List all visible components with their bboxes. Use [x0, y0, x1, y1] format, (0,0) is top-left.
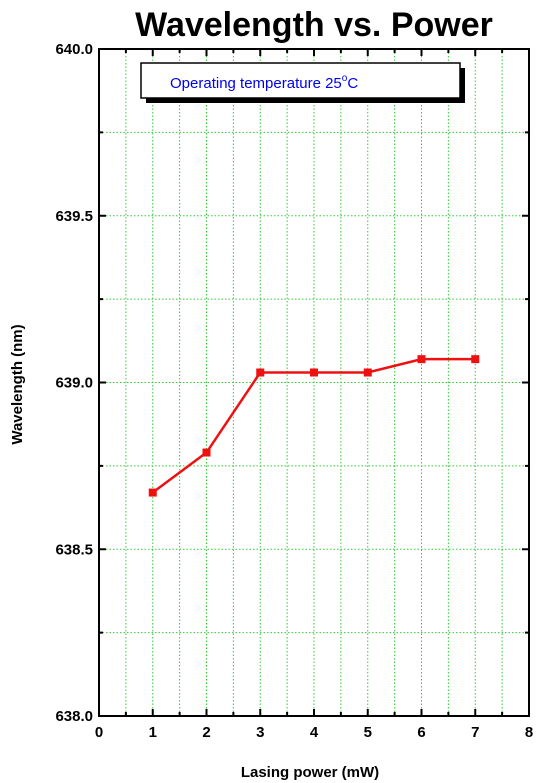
annotation-box: Operating temperature 25oC [140, 62, 465, 103]
x-tick-label: 8 [525, 724, 533, 741]
x-tick-label: 6 [417, 724, 425, 741]
x-tick-label: 2 [202, 724, 210, 741]
data-point [363, 368, 372, 377]
data-point [202, 448, 211, 457]
data-point [256, 368, 265, 377]
data-point [417, 355, 426, 364]
x-tick-label: 4 [310, 724, 319, 741]
annotation-text: Operating temperature 25oC [170, 73, 358, 92]
chart-title: Wavelength vs. Power [135, 6, 493, 44]
x-tick-label: 5 [364, 724, 372, 741]
series-layer [148, 355, 480, 497]
data-point [148, 488, 157, 497]
axis-ticks [98, 48, 530, 717]
data-point [471, 355, 480, 364]
annotation-superscript: o [342, 73, 348, 84]
data-point [310, 368, 318, 377]
x-tick-label: 1 [149, 724, 157, 741]
annotation-text-main: Operating temperature 25 [170, 75, 342, 92]
annotation-unit: C [347, 75, 358, 92]
y-axis-title: Wavelength (nm) [9, 324, 26, 444]
grid [99, 49, 529, 716]
y-tick-label: 640.0 [55, 41, 93, 58]
x-tick-label: 3 [256, 724, 264, 741]
tick-labels: 0 1 2 3 4 5 6 7 8 638.0 638.5 639.0 639.5 640.0 [55, 41, 533, 741]
y-tick-label: 639.0 [55, 375, 93, 392]
annotation-frame [140, 62, 461, 99]
y-tick-label: 638.5 [55, 541, 93, 558]
x-axis-title: Lasing power (mW) [241, 764, 379, 781]
y-tick-label: 639.5 [55, 208, 93, 225]
y-tick-label: 638.0 [55, 708, 93, 725]
x-tick-label: 7 [471, 724, 479, 741]
x-tick-label: 0 [95, 724, 103, 741]
